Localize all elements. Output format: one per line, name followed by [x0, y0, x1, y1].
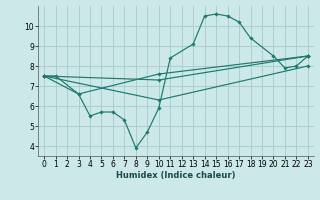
X-axis label: Humidex (Indice chaleur): Humidex (Indice chaleur) — [116, 171, 236, 180]
